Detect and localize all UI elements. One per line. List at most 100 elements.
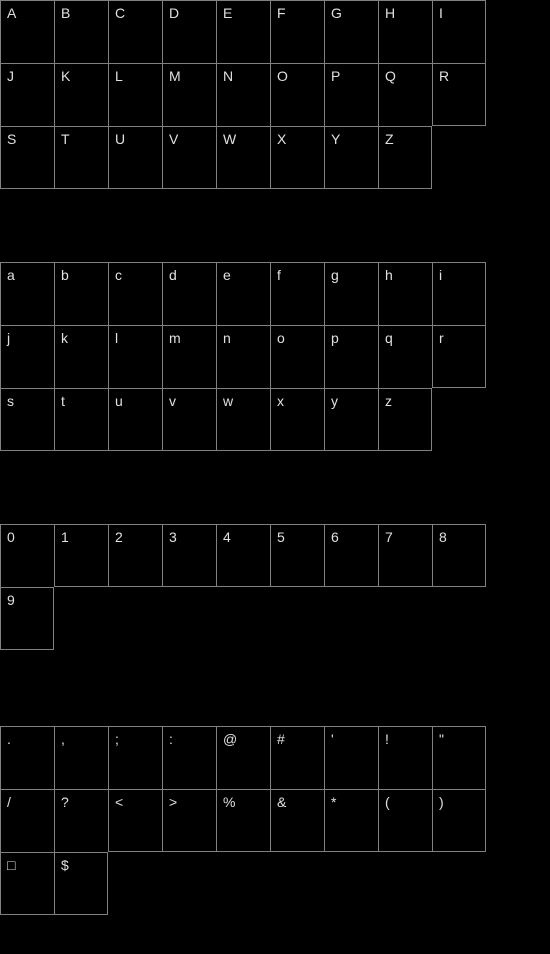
glyph-cell[interactable]: " <box>432 726 486 789</box>
glyph-cell[interactable]: I <box>432 0 486 63</box>
glyph-label: Y <box>331 131 340 147</box>
glyph-cell[interactable]: f <box>270 262 324 325</box>
glyph-label: s <box>7 393 14 409</box>
glyph-cell[interactable]: q <box>378 325 432 388</box>
glyph-cell[interactable]: y <box>324 388 378 451</box>
glyph-cell[interactable]: R <box>432 63 486 126</box>
glyph-cell[interactable]: ' <box>324 726 378 789</box>
glyph-label: , <box>61 731 65 747</box>
glyph-cell[interactable]: N <box>216 63 270 126</box>
glyph-label: 3 <box>169 529 177 545</box>
glyph-cell[interactable]: * <box>324 789 378 852</box>
glyph-cell[interactable]: ; <box>108 726 162 789</box>
glyph-cell[interactable]: ? <box>54 789 108 852</box>
glyph-cell[interactable]: j <box>0 325 54 388</box>
glyph-label: ! <box>385 731 389 747</box>
glyph-cell[interactable]: B <box>54 0 108 63</box>
glyph-cell[interactable]: z <box>378 388 432 451</box>
glyph-label: L <box>115 68 123 84</box>
glyph-cell[interactable]: C <box>108 0 162 63</box>
glyph-cell[interactable]: > <box>162 789 216 852</box>
glyph-cell[interactable]: o <box>270 325 324 388</box>
glyph-label: n <box>223 330 231 346</box>
glyph-cell[interactable]: X <box>270 126 324 189</box>
glyph-cell[interactable]: □ <box>0 852 54 915</box>
glyph-cell[interactable]: i <box>432 262 486 325</box>
glyph-cell[interactable]: / <box>0 789 54 852</box>
glyph-cell[interactable]: t <box>54 388 108 451</box>
glyph-cell[interactable]: L <box>108 63 162 126</box>
glyph-cell[interactable]: m <box>162 325 216 388</box>
glyph-cell[interactable]: s <box>0 388 54 451</box>
glyph-cell[interactable]: 7 <box>378 524 432 587</box>
glyph-cell[interactable]: l <box>108 325 162 388</box>
glyph-cell[interactable]: u <box>108 388 162 451</box>
glyph-cell[interactable]: Y <box>324 126 378 189</box>
glyph-cell[interactable]: F <box>270 0 324 63</box>
glyph-cell[interactable]: : <box>162 726 216 789</box>
glyph-cell[interactable]: 3 <box>162 524 216 587</box>
glyph-label: O <box>277 68 288 84</box>
glyph-cell[interactable]: p <box>324 325 378 388</box>
glyph-label: l <box>115 330 118 346</box>
glyph-cell[interactable]: g <box>324 262 378 325</box>
glyph-cell[interactable]: T <box>54 126 108 189</box>
glyph-cell[interactable]: 1 <box>54 524 108 587</box>
glyph-cell[interactable]: 8 <box>432 524 486 587</box>
glyph-cell[interactable]: ! <box>378 726 432 789</box>
glyph-cell[interactable]: ) <box>432 789 486 852</box>
glyph-cell[interactable]: @ <box>216 726 270 789</box>
glyph-label: Q <box>385 68 396 84</box>
glyph-cell[interactable]: e <box>216 262 270 325</box>
glyph-cell[interactable]: 4 <box>216 524 270 587</box>
glyph-cell[interactable]: % <box>216 789 270 852</box>
glyph-cell[interactable]: A <box>0 0 54 63</box>
glyph-cell[interactable]: W <box>216 126 270 189</box>
glyph-cell[interactable]: . <box>0 726 54 789</box>
glyph-cell[interactable]: 2 <box>108 524 162 587</box>
glyph-cell[interactable]: 6 <box>324 524 378 587</box>
glyph-cell[interactable]: h <box>378 262 432 325</box>
glyph-cell[interactable]: x <box>270 388 324 451</box>
glyph-label: Z <box>385 131 394 147</box>
glyph-cell[interactable]: 0 <box>0 524 54 587</box>
glyph-cell[interactable]: G <box>324 0 378 63</box>
glyph-cell[interactable]: 5 <box>270 524 324 587</box>
glyph-cell[interactable]: M <box>162 63 216 126</box>
glyph-label: 8 <box>439 529 447 545</box>
glyph-label: T <box>61 131 70 147</box>
glyph-cell[interactable]: 9 <box>0 587 54 650</box>
glyph-cell[interactable]: Q <box>378 63 432 126</box>
glyph-cell[interactable]: D <box>162 0 216 63</box>
glyph-cell[interactable]: E <box>216 0 270 63</box>
glyph-cell[interactable]: P <box>324 63 378 126</box>
glyph-cell[interactable]: K <box>54 63 108 126</box>
glyph-cell[interactable]: Z <box>378 126 432 189</box>
glyph-label: e <box>223 267 231 283</box>
glyph-cell[interactable]: r <box>432 325 486 388</box>
glyph-cell[interactable]: w <box>216 388 270 451</box>
glyph-cell[interactable]: ( <box>378 789 432 852</box>
glyph-cell[interactable]: c <box>108 262 162 325</box>
glyph-cell[interactable]: v <box>162 388 216 451</box>
glyph-cell[interactable]: d <box>162 262 216 325</box>
glyph-cell[interactable]: & <box>270 789 324 852</box>
glyph-cell[interactable]: a <box>0 262 54 325</box>
glyph-cell[interactable]: V <box>162 126 216 189</box>
glyph-label: V <box>169 131 178 147</box>
glyph-cell[interactable]: H <box>378 0 432 63</box>
glyph-cell[interactable]: S <box>0 126 54 189</box>
glyph-cell[interactable]: , <box>54 726 108 789</box>
glyph-cell[interactable]: k <box>54 325 108 388</box>
glyph-label: c <box>115 267 122 283</box>
glyph-cell[interactable]: < <box>108 789 162 852</box>
glyph-cell[interactable]: U <box>108 126 162 189</box>
glyph-cell[interactable]: $ <box>54 852 108 915</box>
glyph-cell[interactable]: n <box>216 325 270 388</box>
glyph-label: B <box>61 5 70 21</box>
glyph-cell[interactable]: J <box>0 63 54 126</box>
glyph-cell[interactable]: # <box>270 726 324 789</box>
glyph-cell[interactable]: b <box>54 262 108 325</box>
glyph-cell[interactable]: O <box>270 63 324 126</box>
glyph-label: 4 <box>223 529 231 545</box>
